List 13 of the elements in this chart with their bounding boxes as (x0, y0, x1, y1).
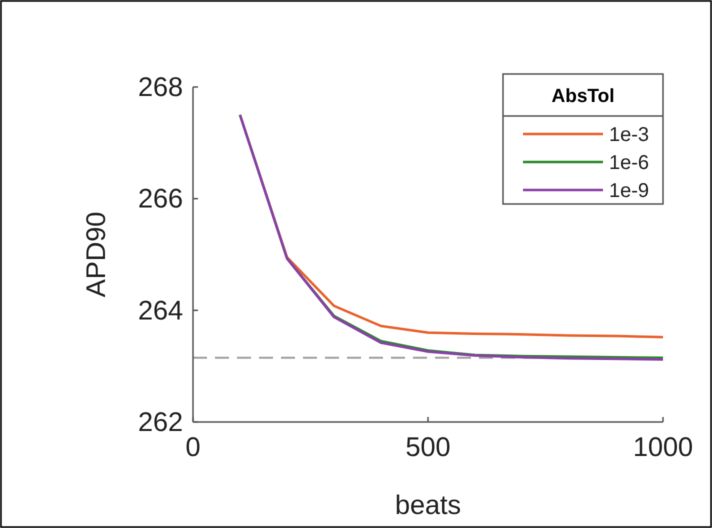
x-tick-label: 0 (185, 432, 201, 462)
y-tick-label: 262 (138, 407, 183, 437)
y-tick-label: 264 (138, 295, 183, 326)
legend-label: 1e-9 (609, 180, 650, 202)
y-tick-label: 266 (138, 184, 183, 214)
x-tick-label: 1000 (632, 432, 694, 462)
legend-label: 1e-6 (609, 152, 650, 174)
x-axis-title: beats (394, 490, 462, 520)
y-axis-title: APD90 (81, 212, 111, 298)
y-tick-label: 268 (138, 72, 183, 102)
legend-label: 1e-3 (609, 124, 650, 146)
legend-title: AbsTol (552, 86, 614, 107)
x-tick-label: 500 (405, 432, 451, 462)
